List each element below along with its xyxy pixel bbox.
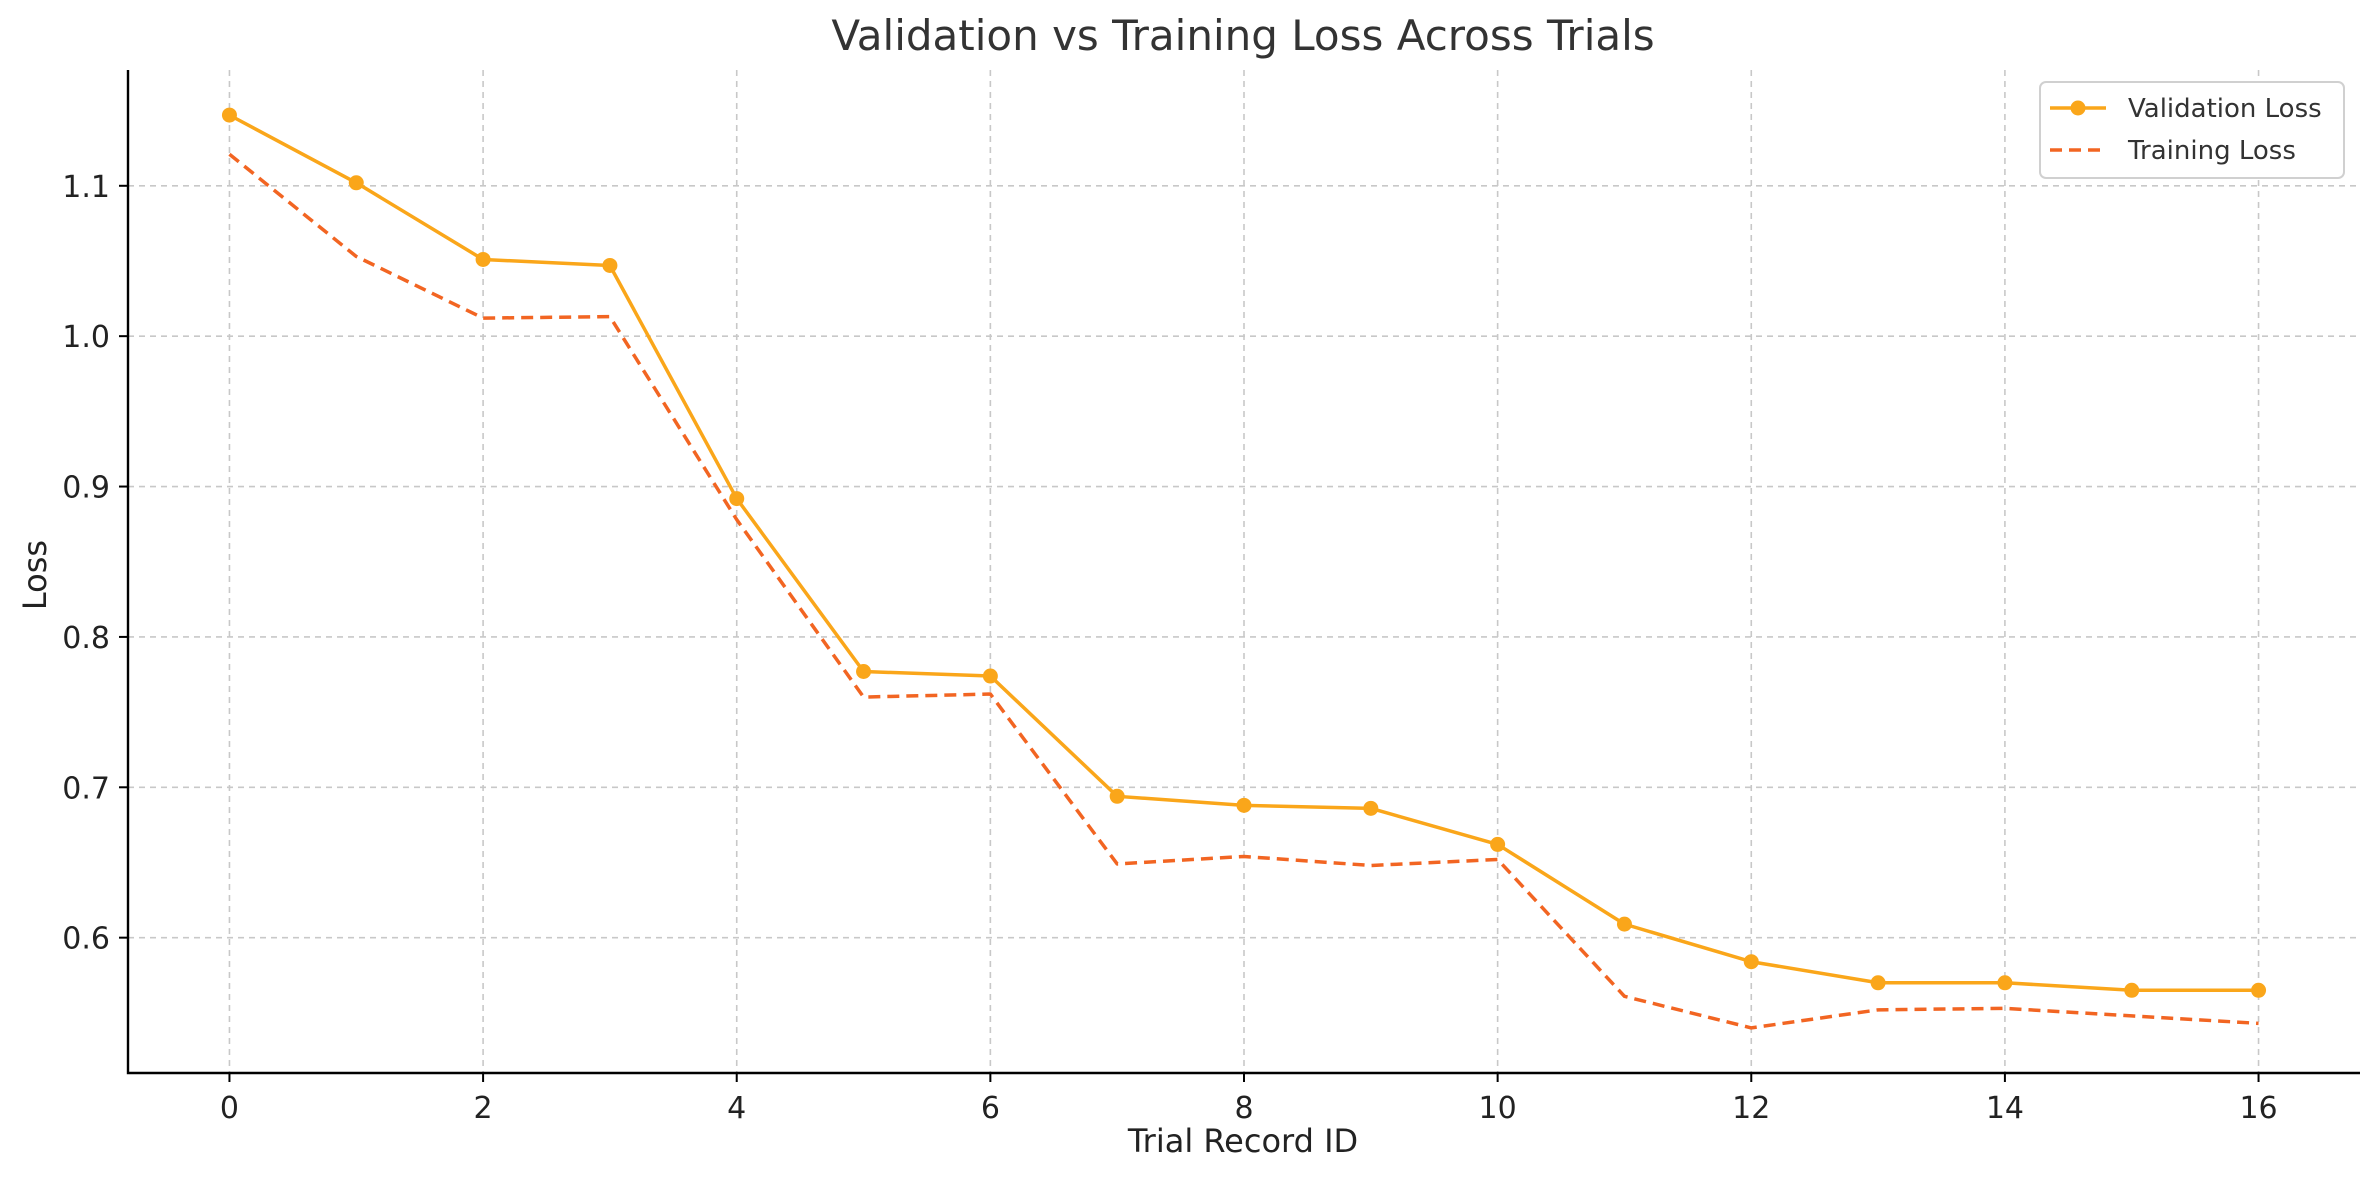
y-tick-label: 0.8 [62, 621, 110, 656]
y-tick-label: 0.7 [62, 771, 110, 806]
x-axis-label: Trial Record ID [1127, 1122, 1358, 1160]
y-tick-label: 0.9 [62, 471, 110, 506]
axis-spines [126, 70, 2360, 1075]
x-tick-label: 8 [1234, 1091, 1253, 1126]
legend-box [2039, 81, 2345, 179]
x-tick-label: 12 [1732, 1091, 1770, 1126]
y-tick-label: 1.0 [62, 320, 110, 355]
data-point-validation-loss [602, 257, 618, 273]
x-tick-label: 4 [727, 1091, 746, 1126]
legend-marker-validation-loss [2070, 100, 2086, 116]
legend: Validation Loss Training Loss [2039, 81, 2345, 179]
legend-label-validation-loss: Validation Loss [2128, 94, 2322, 124]
chart-title: Validation vs Training Loss Across Trial… [831, 11, 1654, 60]
data-point-validation-loss [2251, 982, 2267, 998]
data-point-validation-loss [982, 668, 998, 684]
data-point-validation-loss [729, 491, 745, 507]
data-point-validation-loss [1870, 975, 1886, 991]
data-point-validation-loss [1616, 916, 1632, 932]
grid-layer [128, 70, 2360, 1073]
x-tick-label: 6 [981, 1091, 1000, 1126]
data-point-validation-loss [475, 251, 491, 267]
data-point-validation-loss [856, 663, 872, 679]
data-point-validation-loss [1997, 975, 2013, 991]
series-layer [221, 107, 2267, 1030]
x-tick-label: 0 [220, 1091, 239, 1126]
data-point-validation-loss [1743, 954, 1759, 970]
x-tick-label: 14 [1986, 1091, 2024, 1126]
y-axis-label: Loss [16, 540, 54, 610]
data-point-validation-loss [2124, 982, 2140, 998]
data-point-validation-loss [1490, 836, 1506, 852]
data-point-validation-loss [1109, 788, 1125, 804]
data-point-validation-loss [348, 175, 364, 191]
data-point-validation-loss [221, 107, 237, 123]
x-tick-label: 2 [474, 1091, 493, 1126]
x-tick-label: 16 [2239, 1091, 2277, 1126]
series-line-training-loss [228, 152, 2259, 1030]
data-point-validation-loss [1236, 797, 1252, 813]
axes-layer: 0 2 4 6 8 10 12 14 16 0.6 0.7 0.8 0.9 1.0 1.1 [62, 70, 2360, 1126]
y-tick-label: 1.1 [62, 170, 110, 205]
legend-label-training-loss: Training Loss [2127, 136, 2296, 166]
y-tick-label: 0.6 [62, 922, 110, 957]
x-tick-label: 10 [1479, 1091, 1517, 1126]
data-point-validation-loss [1363, 800, 1379, 816]
